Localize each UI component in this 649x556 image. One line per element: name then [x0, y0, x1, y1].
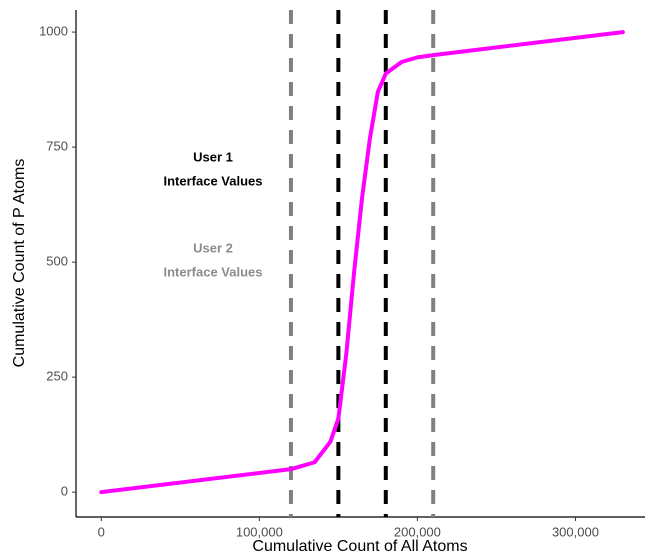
- y-tick-label: 1000: [39, 24, 68, 39]
- annotation: Interface Values: [164, 264, 263, 279]
- x-tick-label: 0: [98, 524, 105, 539]
- x-tick-label: 100,000: [236, 524, 283, 539]
- y-axis-title: Cumulative Count of P Atoms: [11, 159, 28, 368]
- annotation: Interface Values: [164, 173, 263, 188]
- y-tick-label: 750: [46, 139, 68, 154]
- y-tick-label: 0: [61, 484, 68, 499]
- x-tick-label: 200,000: [394, 524, 441, 539]
- x-axis-title: Cumulative Count of All Atoms: [252, 538, 467, 555]
- annotation: User 2: [193, 240, 233, 255]
- y-tick-label: 500: [46, 254, 68, 269]
- x-tick-label: 300,000: [552, 524, 599, 539]
- annotation: User 1: [193, 149, 233, 164]
- data-line: [99, 30, 625, 495]
- y-tick-label: 250: [46, 369, 68, 384]
